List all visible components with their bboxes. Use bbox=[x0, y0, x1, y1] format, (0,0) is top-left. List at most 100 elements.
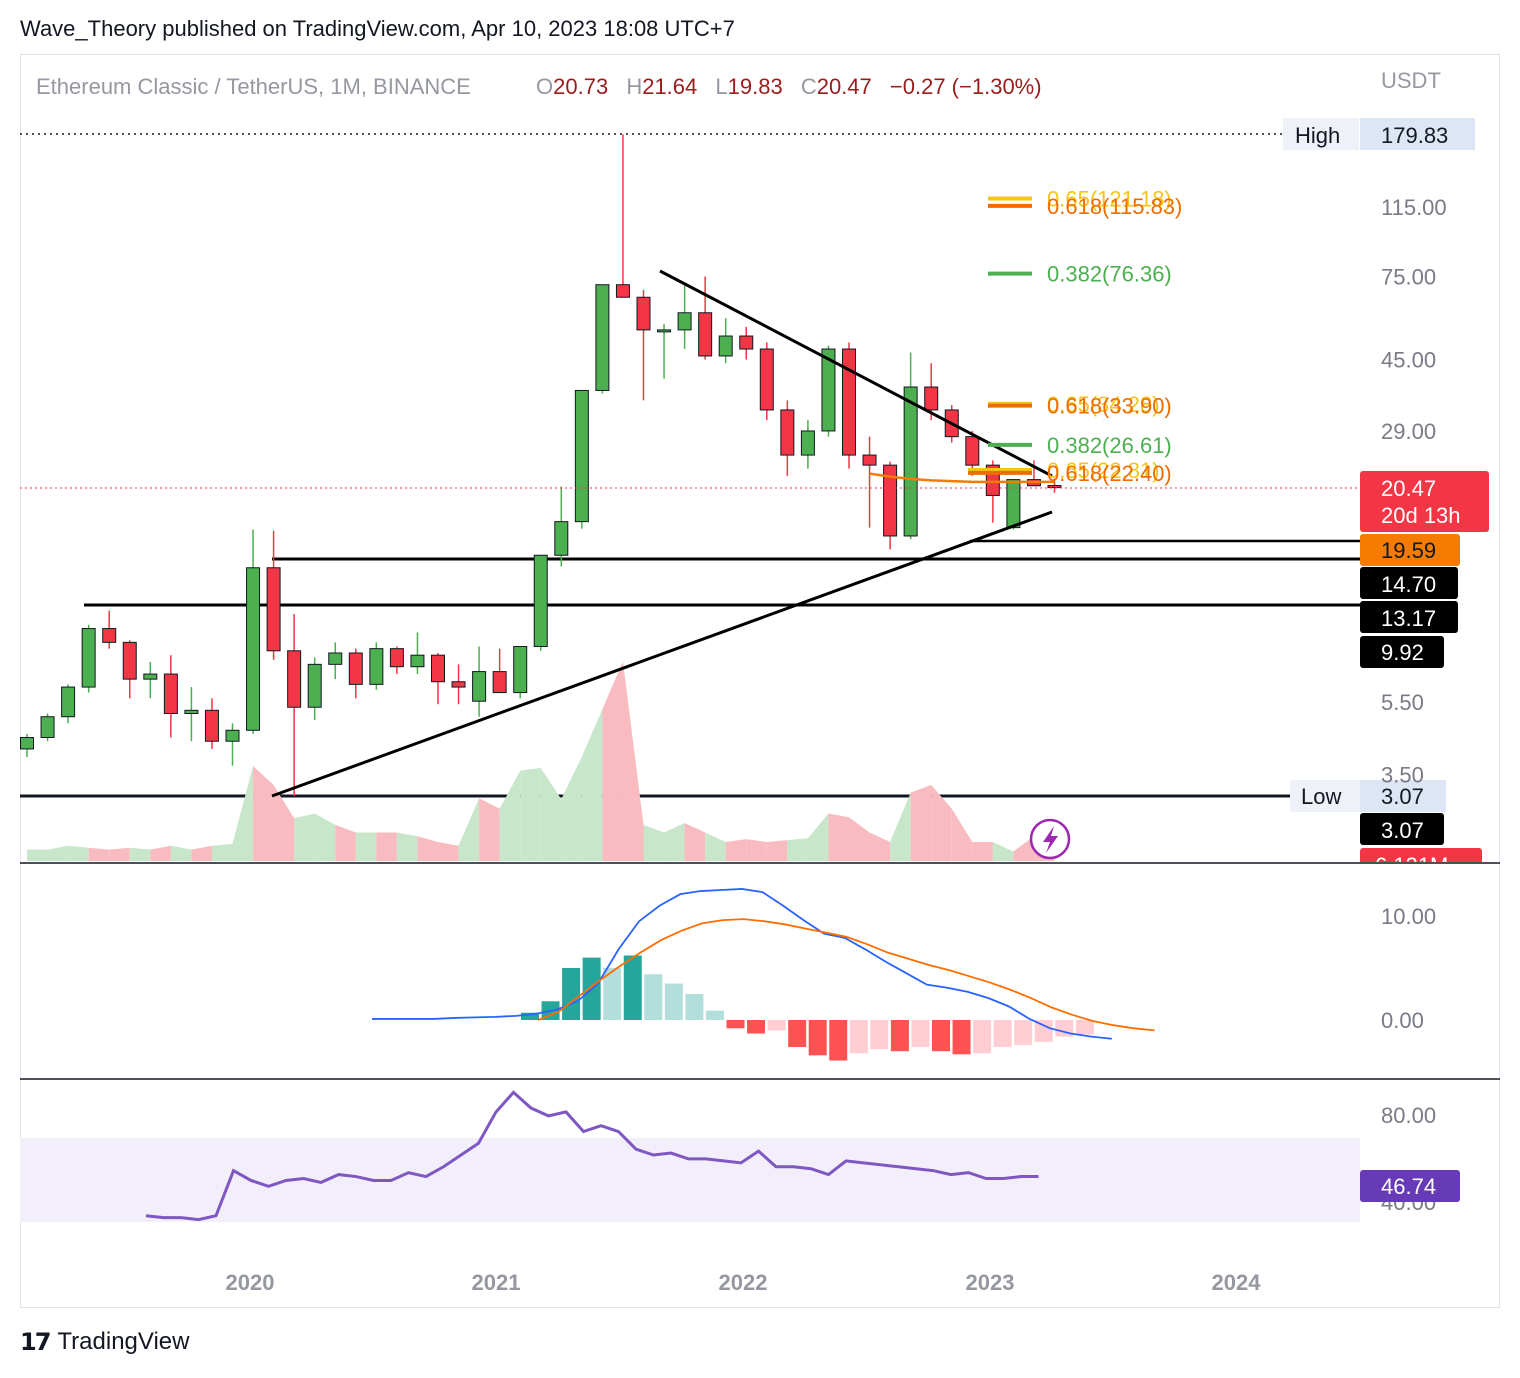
time-tick: 2021 bbox=[472, 1270, 521, 1295]
volume-segment bbox=[68, 845, 89, 861]
macd-histogram-bar bbox=[1014, 1020, 1033, 1045]
macd-histogram-bar bbox=[1075, 1020, 1094, 1035]
change-value: −0.27 (−1.30%) bbox=[890, 74, 1042, 99]
candle-body bbox=[184, 709, 199, 714]
volume-segment bbox=[191, 845, 212, 861]
fib-level-label: 0.618(115.83) bbox=[1047, 194, 1182, 219]
macd-histogram-bar bbox=[829, 1020, 848, 1061]
volume-segment bbox=[355, 832, 377, 861]
candle-body bbox=[143, 673, 158, 680]
volume-segment bbox=[150, 845, 171, 861]
macd-histogram bbox=[521, 955, 1094, 1061]
ohlc-legend: O20.73 H21.64 L19.83 C20.47 −0.27 (−1.30… bbox=[536, 74, 1042, 99]
volume-segment bbox=[458, 798, 480, 861]
price-label-19-59-text: 19.59 bbox=[1381, 538, 1436, 563]
volume-segment bbox=[540, 767, 562, 861]
low-label: Low bbox=[1301, 784, 1341, 809]
volume-segment bbox=[376, 832, 397, 861]
candle-body bbox=[369, 648, 384, 685]
low-value-box bbox=[1360, 780, 1446, 812]
volume-segment bbox=[828, 813, 849, 861]
candle-body bbox=[677, 312, 692, 331]
volume-series bbox=[27, 661, 1055, 861]
macd-histogram-bar bbox=[521, 1012, 539, 1020]
volume-segment bbox=[664, 823, 685, 861]
open-label: O bbox=[536, 74, 553, 99]
volume-segment bbox=[273, 785, 295, 861]
low-label: L bbox=[715, 74, 727, 99]
volume-segment bbox=[787, 838, 808, 861]
candle-body bbox=[554, 521, 569, 556]
rsi-line bbox=[145, 1090, 1039, 1222]
macd-histogram-bar bbox=[788, 1020, 807, 1048]
symbol-label: Ethereum Classic / TetherUS, 1M, BINANCE bbox=[36, 74, 471, 99]
macd-histogram-bar bbox=[973, 1020, 992, 1054]
time-axis[interactable]: 2020 2021 2022 2023 2024 bbox=[226, 1270, 1262, 1295]
fibonacci-levels[interactable]: 0.65(121.18)0.618(115.83) 0.382(76.36) 0.6… bbox=[968, 186, 1182, 486]
candle-body bbox=[595, 284, 610, 391]
price-label-3-07-text: 3.07 bbox=[1381, 818, 1424, 843]
macd-signal-line bbox=[537, 918, 1155, 1032]
macd-histogram-bar bbox=[911, 1020, 930, 1048]
macd-histogram-bar bbox=[849, 1020, 868, 1054]
macd-histogram-bar bbox=[767, 1020, 786, 1031]
price-axis[interactable]: 115.00 75.00 45.00 29.00 3.50 bbox=[1381, 195, 1447, 788]
high-label: High bbox=[1295, 123, 1340, 148]
volume-segment bbox=[561, 756, 582, 861]
volume-segment bbox=[438, 842, 459, 861]
volume-segment bbox=[643, 824, 665, 861]
volume-segment bbox=[931, 785, 952, 861]
volume-segment bbox=[253, 766, 274, 861]
candle-body bbox=[883, 464, 898, 537]
price-tick: 29.00 bbox=[1381, 419, 1436, 444]
low-value: 3.07 bbox=[1381, 784, 1424, 809]
close-value: 20.47 bbox=[817, 74, 872, 99]
macd-histogram-bar bbox=[870, 1020, 889, 1050]
time-tick: 2024 bbox=[1212, 1270, 1262, 1295]
fib-level-label: 0.65(121.18) bbox=[1047, 186, 1172, 211]
candle-body bbox=[780, 409, 795, 456]
candle-body bbox=[102, 628, 117, 643]
candle-body bbox=[821, 348, 836, 432]
candle-body bbox=[20, 736, 34, 750]
candle-body bbox=[266, 567, 281, 652]
candle-body bbox=[657, 329, 672, 333]
ascending-trendline[interactable] bbox=[271, 510, 1053, 798]
candle-body bbox=[1006, 479, 1021, 529]
volume-segment bbox=[129, 847, 151, 861]
macd-histogram-bar bbox=[952, 1020, 971, 1055]
candle-body bbox=[246, 567, 261, 731]
volume-segment bbox=[602, 661, 623, 861]
rsi-tick-80: 80.00 bbox=[1381, 1103, 1436, 1128]
time-tick: 2023 bbox=[966, 1270, 1015, 1295]
high-value: 21.64 bbox=[642, 74, 697, 99]
candle-body bbox=[122, 641, 137, 680]
high-value-box bbox=[1360, 118, 1475, 150]
candle-body bbox=[574, 389, 589, 523]
candle-body bbox=[698, 312, 713, 357]
volume-segment bbox=[951, 808, 973, 861]
candle-body bbox=[328, 652, 343, 665]
macd-histogram-bar bbox=[808, 1020, 827, 1056]
candle-body bbox=[800, 430, 815, 456]
candle-body bbox=[348, 652, 363, 685]
volume-segment bbox=[417, 836, 438, 861]
volume-segment bbox=[479, 798, 500, 861]
volume-label-clip: 6.131M bbox=[1360, 848, 1482, 862]
candle-body bbox=[451, 681, 466, 688]
macd-histogram-bar bbox=[726, 1020, 745, 1029]
candle-body bbox=[287, 650, 302, 708]
high-label: H bbox=[626, 74, 642, 99]
candle-series[interactable] bbox=[20, 134, 1062, 796]
price-label-13-17-text: 13.17 bbox=[1381, 606, 1436, 631]
volume-segment bbox=[396, 832, 418, 861]
fib-level-label: 0.382(26.61) bbox=[1047, 433, 1172, 458]
currency-label: USDT bbox=[1381, 68, 1441, 93]
descending-trendline[interactable] bbox=[659, 269, 1053, 478]
low-label-box bbox=[1290, 780, 1360, 812]
candle-body bbox=[862, 454, 877, 466]
flash-icon[interactable] bbox=[1029, 818, 1071, 860]
volume-segment bbox=[314, 813, 336, 861]
last-price-value: 20.47 bbox=[1381, 476, 1436, 501]
